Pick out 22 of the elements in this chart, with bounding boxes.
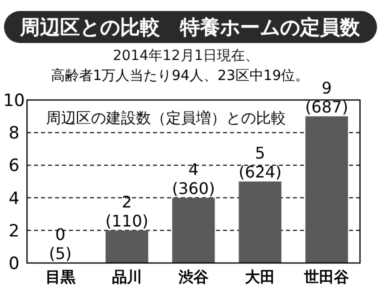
data-label: 0 (5) bbox=[48, 225, 72, 263]
bar bbox=[238, 182, 282, 263]
y-tick-label: 10 bbox=[3, 91, 25, 111]
x-tick-label: 品川 bbox=[112, 268, 142, 286]
y-tick-label: 2 bbox=[8, 221, 20, 242]
data-label: 5 (624) bbox=[238, 144, 282, 182]
y-tick-label: 6 bbox=[8, 156, 20, 176]
y-tick-label: 0 bbox=[8, 254, 20, 274]
bar bbox=[305, 116, 348, 263]
bar bbox=[172, 198, 215, 263]
data-label: 4 (360) bbox=[172, 160, 216, 198]
x-tick-label: 大田 bbox=[245, 268, 276, 286]
x-tick-label: 世田谷 bbox=[303, 268, 350, 286]
y-tick-label: 8 bbox=[8, 124, 20, 144]
annotation: 周辺区の建設数（定員増）との比較 bbox=[46, 109, 286, 127]
chart-title: 周辺区との比較 特養ホームの定員数 bbox=[19, 15, 361, 39]
bar bbox=[106, 230, 148, 263]
data-label: 2 (110) bbox=[105, 192, 148, 230]
x-tick-label: 渋谷 bbox=[178, 268, 210, 286]
chart-subtitle: 2014年12月1日現在、 bbox=[112, 48, 260, 64]
y-tick-label: 4 bbox=[8, 188, 20, 209]
x-tick-label: 目黒 bbox=[45, 268, 76, 286]
